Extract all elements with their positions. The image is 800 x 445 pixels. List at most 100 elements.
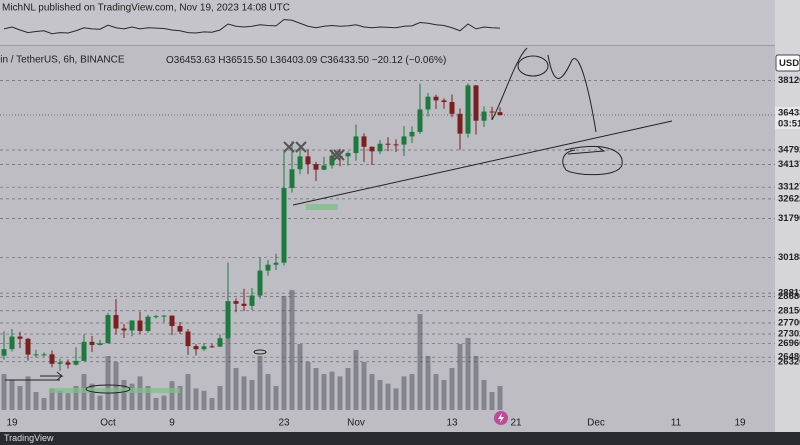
volume-bar	[65, 393, 71, 410]
last-price-label: 36433	[778, 108, 800, 119]
volume-bar	[193, 388, 199, 410]
volume-bar	[233, 368, 239, 410]
volume-bar	[161, 395, 167, 410]
candle-body	[481, 111, 487, 121]
candle-body	[329, 155, 335, 166]
x-tick-label: Nov	[347, 418, 365, 429]
volume-bar	[265, 374, 271, 410]
candle-body	[393, 144, 399, 146]
x-tick-label: Dec	[587, 418, 605, 429]
legend-open: O36453.63	[166, 55, 216, 66]
ohlc-legend: O36453.63 H36515.50 L36403.09 C36433.50 …	[166, 55, 446, 66]
candle-body	[281, 188, 287, 263]
volume-bar	[57, 390, 63, 410]
volume-bar	[49, 388, 55, 410]
volume-bar	[9, 380, 15, 410]
alert-glyph	[498, 413, 504, 423]
candle-body	[57, 362, 63, 364]
currency[interactable]: USDT	[779, 58, 800, 69]
legend-high: H36515.50	[218, 55, 267, 66]
candle-body	[129, 320, 135, 331]
volume-bar	[441, 380, 447, 410]
candle-body	[217, 338, 223, 347]
candle-body	[345, 153, 351, 157]
legend-change: −20.12 (−0.06%)	[372, 55, 447, 66]
legend-close: C36433.50	[320, 55, 369, 66]
x-tick-label: 23	[278, 418, 290, 429]
volume-bar	[481, 380, 487, 410]
candle-body	[353, 136, 359, 154]
candle-body	[473, 85, 479, 121]
candle-body	[17, 336, 23, 339]
candle-body	[25, 338, 31, 355]
volume-bar	[185, 374, 191, 410]
legend-low: L36403.09	[270, 55, 318, 66]
volume-bar	[313, 368, 319, 410]
volume-bar	[449, 368, 455, 410]
candle-body	[289, 169, 295, 189]
volume-bar	[361, 362, 367, 410]
candle-body	[265, 264, 271, 271]
oscillator-line	[3, 18, 501, 35]
volume-bar	[289, 290, 295, 410]
brand: TradingView	[4, 433, 54, 443]
volume-bar	[209, 398, 215, 410]
volume-bar	[433, 374, 439, 410]
candle-body	[169, 315, 175, 327]
candle-body	[401, 136, 407, 145]
candle-body	[297, 156, 303, 170]
candle-body	[305, 156, 311, 165]
indicator-pane	[0, 0, 800, 45]
volume-bar	[145, 386, 151, 410]
candle-body	[369, 146, 375, 152]
candle-body	[425, 96, 431, 110]
candle-body	[33, 354, 39, 356]
volume-bar	[121, 380, 127, 410]
candle-body	[1, 349, 7, 356]
volume-bar	[337, 376, 343, 410]
level-label: 31790	[778, 213, 800, 224]
level-label: 32622	[778, 193, 800, 204]
volume-bar	[377, 380, 383, 410]
volume-bar	[273, 386, 279, 410]
arrow	[5, 371, 64, 381]
volume-bar	[369, 374, 375, 410]
volume-bar	[321, 374, 327, 410]
candle-body	[153, 316, 159, 318]
trendline	[292, 120, 673, 206]
volume-bar	[497, 386, 503, 410]
countdown: 03:51	[778, 119, 800, 130]
x-tick-label: 11	[671, 418, 682, 429]
volume-bar	[177, 386, 183, 410]
candle-body	[209, 346, 215, 348]
volume-bar	[345, 368, 351, 410]
level-label: 26320	[778, 356, 800, 367]
candle-body	[9, 336, 15, 350]
currency-box[interactable]	[775, 54, 800, 72]
level-label: 38120	[778, 75, 800, 86]
candle-body	[361, 136, 367, 147]
price-axis	[775, 0, 800, 432]
candle-body	[113, 315, 119, 329]
volume-bar	[249, 380, 255, 410]
volume-bar	[89, 383, 95, 410]
candle-body	[449, 102, 455, 114]
footer	[0, 432, 800, 445]
candle-body	[313, 164, 319, 170]
candle-body	[457, 113, 463, 134]
volume-bar	[409, 374, 415, 410]
volume-bar	[385, 383, 391, 410]
candle-body	[65, 362, 71, 365]
volume-bar	[353, 350, 359, 410]
candle-body	[321, 165, 327, 170]
candle-body	[49, 354, 55, 364]
candle-body	[105, 315, 111, 344]
volume-bar	[393, 388, 399, 410]
candle-body	[193, 346, 199, 350]
volume-bar	[241, 376, 247, 410]
volume-bar	[25, 376, 31, 410]
candle-body	[121, 328, 127, 331]
